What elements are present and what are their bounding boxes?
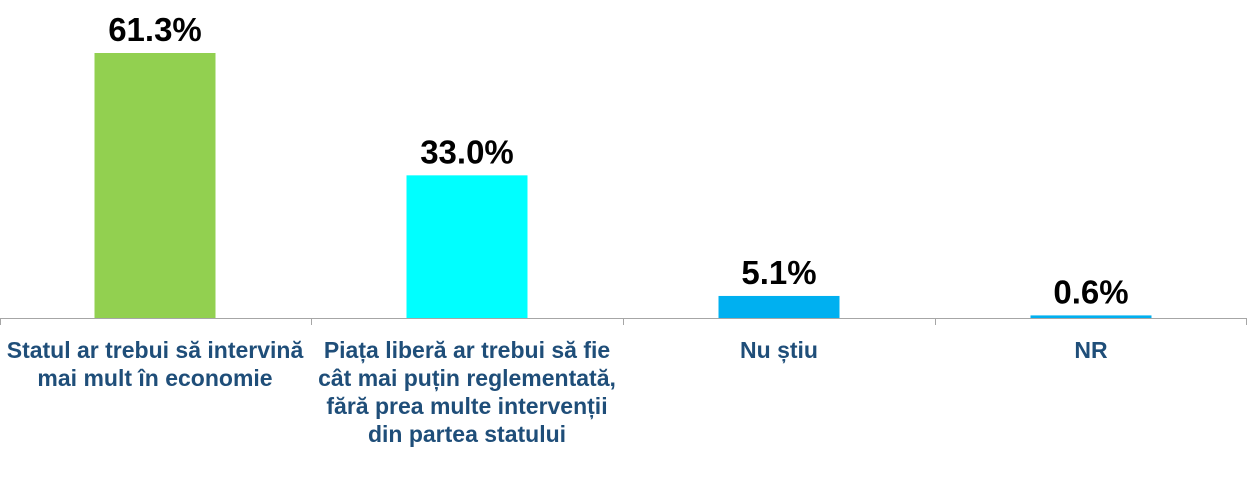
- bar-3: [1030, 315, 1152, 318]
- category-label-2: Nu știu: [740, 337, 818, 363]
- bars-group: [94, 53, 1152, 318]
- bar-2: [718, 295, 840, 318]
- category-label-1: Piața liberă ar trebui să fie cât mai pu…: [318, 337, 616, 447]
- value-labels-group: 61.3% 33.0% 5.1% 0.6%: [108, 11, 1128, 310]
- bar-1: [406, 175, 528, 318]
- value-label-2: 5.1%: [741, 254, 816, 291]
- value-label-0: 61.3%: [108, 11, 202, 48]
- value-label-3: 0.6%: [1053, 273, 1128, 310]
- category-label-0: Statul ar trebui să intervină mai mult î…: [6, 337, 304, 391]
- bar-0: [94, 53, 216, 318]
- category-label-3: NR: [1074, 337, 1108, 363]
- value-label-1: 33.0%: [420, 133, 514, 170]
- x-axis: [0, 318, 1247, 325]
